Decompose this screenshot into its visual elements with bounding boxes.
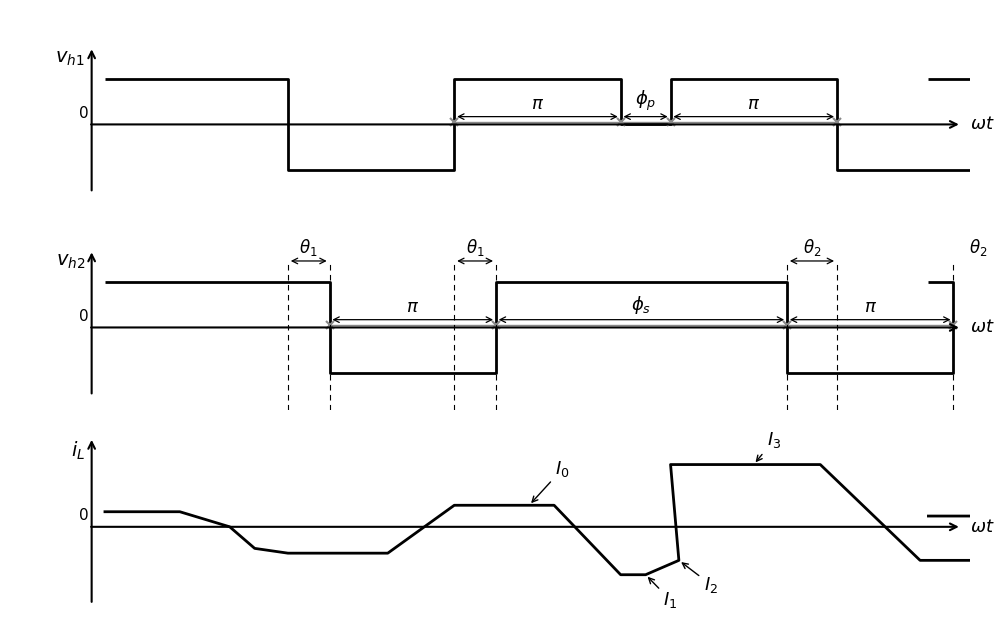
Text: $\theta_2$: $\theta_2$ xyxy=(803,237,821,258)
Text: $\phi_p$: $\phi_p$ xyxy=(635,89,656,113)
Text: 0: 0 xyxy=(79,508,88,523)
Text: $I_0$: $I_0$ xyxy=(532,459,570,502)
Text: $i_L$: $i_L$ xyxy=(71,439,85,462)
Text: $I_2$: $I_2$ xyxy=(682,563,718,595)
Text: $\theta_2$: $\theta_2$ xyxy=(969,237,988,258)
Text: $\omega t$: $\omega t$ xyxy=(970,319,995,336)
Text: 0: 0 xyxy=(79,106,88,121)
Text: $\pi$: $\pi$ xyxy=(531,95,544,113)
Text: $v_{h1}$: $v_{h1}$ xyxy=(55,49,85,68)
Text: $\omega t$: $\omega t$ xyxy=(970,116,995,133)
Text: $I_1$: $I_1$ xyxy=(649,578,678,611)
Text: $\theta_1$: $\theta_1$ xyxy=(299,237,318,258)
Text: $I_3$: $I_3$ xyxy=(756,430,781,461)
Text: $\omega t$: $\omega t$ xyxy=(970,518,995,536)
Text: $\theta_1$: $\theta_1$ xyxy=(466,237,484,258)
Text: $\pi$: $\pi$ xyxy=(747,95,760,113)
Text: $\pi$: $\pi$ xyxy=(864,298,877,317)
Text: $\pi$: $\pi$ xyxy=(406,298,419,317)
Text: 0: 0 xyxy=(79,309,88,324)
Text: $\phi_s$: $\phi_s$ xyxy=(631,295,652,317)
Text: $v_{h2}$: $v_{h2}$ xyxy=(56,252,85,270)
